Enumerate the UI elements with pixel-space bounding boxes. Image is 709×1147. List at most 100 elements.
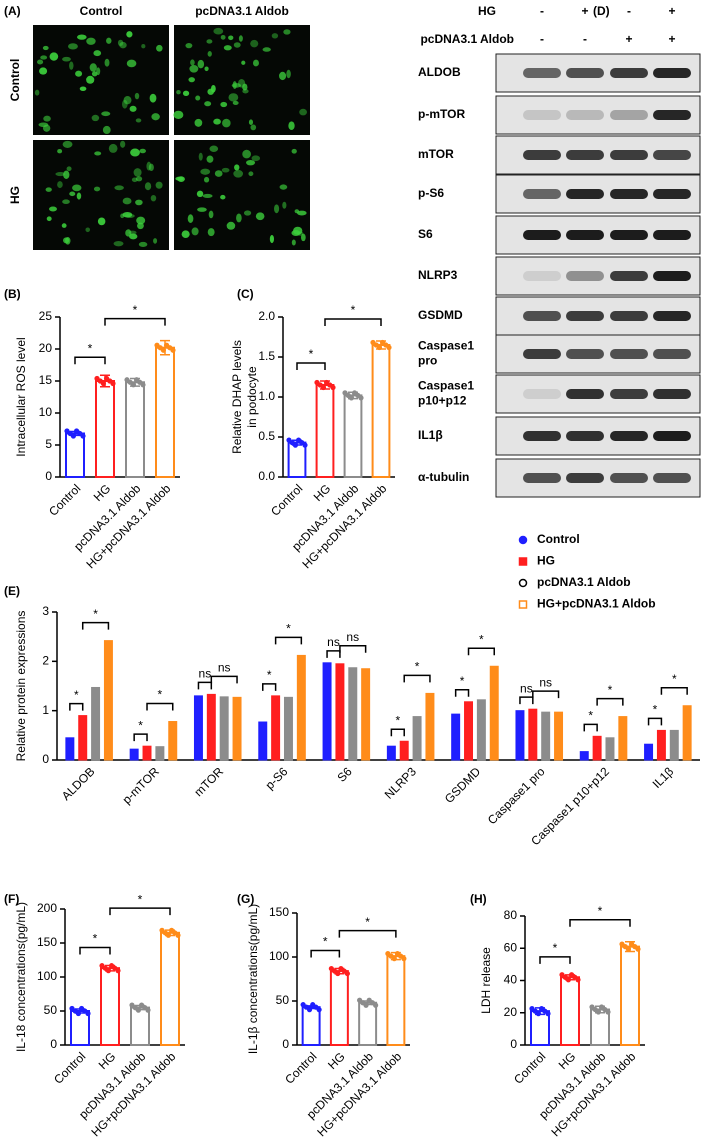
significance-bracket: [454, 689, 470, 697]
cell: [228, 35, 234, 41]
cell: [137, 222, 144, 230]
cell: [274, 204, 280, 214]
y-tick-label: 150: [37, 935, 57, 949]
significance-bracket: [660, 686, 688, 695]
data-point: [545, 1011, 551, 1017]
y-tick-label: 1.5: [258, 349, 275, 363]
blot-band: [523, 189, 561, 199]
cell: [243, 210, 252, 216]
cell: [151, 113, 160, 121]
cell: [207, 50, 212, 57]
bar: [348, 667, 358, 761]
cell: [232, 81, 237, 90]
bar: [296, 654, 306, 761]
cell: [75, 70, 83, 77]
x-tick-label: ALDOB: [59, 764, 98, 803]
x-tick-label: S6: [334, 764, 355, 785]
cell: [234, 164, 240, 171]
cell: [45, 187, 52, 192]
cell: [288, 121, 295, 131]
bar: [371, 344, 391, 478]
cell: [46, 216, 52, 222]
significance-label: *: [93, 607, 98, 621]
condition-sign: +: [625, 32, 632, 46]
bar: [206, 693, 216, 761]
cell: [106, 37, 112, 44]
cell: [206, 39, 213, 44]
data-point: [316, 1007, 322, 1013]
blot-band: [566, 68, 604, 78]
cell: [191, 227, 199, 236]
cell: [196, 190, 204, 198]
micrograph: [33, 140, 169, 250]
blot-band: [523, 311, 561, 321]
data-point: [302, 442, 308, 448]
x-tick-label: HG: [311, 481, 334, 504]
cell: [102, 125, 111, 135]
blot-band: [653, 311, 691, 321]
x-tick-label: NLRP3: [382, 764, 419, 801]
x-tick-label: HG: [556, 1049, 579, 1072]
y-axis-label: IL-1β concentrations(pg/mL): [246, 904, 260, 1054]
y-tick-label: 60: [504, 940, 518, 954]
cell: [182, 90, 190, 97]
condition-sign: -: [540, 32, 544, 46]
x-tick-label: Control: [51, 1049, 88, 1086]
bar: [129, 748, 139, 761]
significance-label: *: [479, 632, 484, 646]
cell: [208, 210, 214, 219]
condition-sign: -: [583, 32, 587, 46]
data-point: [105, 968, 112, 974]
cell: [209, 145, 219, 152]
significance-bracket: [338, 929, 397, 938]
data-point: [373, 1002, 379, 1008]
cell: [198, 152, 203, 161]
cell: [55, 171, 66, 177]
y-tick-label: 3: [42, 604, 49, 618]
x-tick-label: HG: [325, 1049, 348, 1072]
data-point: [85, 1010, 91, 1017]
significance-label: ns: [327, 635, 340, 649]
data-point: [175, 932, 181, 938]
condition-sign: +: [581, 4, 588, 18]
cell: [61, 223, 67, 228]
bar: [541, 711, 551, 761]
data-point: [348, 395, 354, 401]
significance-label: *: [415, 660, 420, 674]
cell: [286, 69, 291, 79]
significance-label: *: [138, 718, 143, 732]
significance-bracket: [539, 956, 571, 964]
cell: [119, 41, 127, 49]
bar: [399, 740, 409, 761]
data-point: [363, 1002, 369, 1008]
cell: [94, 151, 102, 156]
y-tick-label: 0.5: [258, 429, 275, 443]
cell: [255, 212, 265, 221]
cell: [43, 115, 51, 122]
blot-band: [566, 389, 604, 399]
significance-label: *: [286, 622, 291, 636]
significance-label: *: [158, 688, 163, 702]
x-tick-label: mTOR: [191, 764, 226, 799]
cell: [250, 124, 257, 131]
bar: [605, 737, 615, 761]
blot-band: [653, 389, 691, 399]
significance-label: ns: [520, 681, 533, 695]
protein-label: pro: [418, 354, 437, 368]
cell: [237, 78, 246, 88]
data-point: [575, 977, 581, 983]
y-tick-label: 0: [50, 1037, 57, 1051]
data-point: [625, 946, 632, 952]
cell: [67, 43, 78, 50]
cell: [148, 163, 154, 172]
cell: [262, 47, 271, 52]
protein-label: α-tubulin: [418, 470, 469, 484]
x-tick-label: Control: [511, 1049, 548, 1086]
protein-label: GSDMD: [418, 308, 463, 322]
data-point: [160, 347, 166, 353]
cell: [301, 233, 306, 242]
cell: [40, 55, 48, 60]
blot-band: [653, 271, 691, 281]
cell: [242, 149, 251, 159]
bar: [155, 346, 175, 478]
